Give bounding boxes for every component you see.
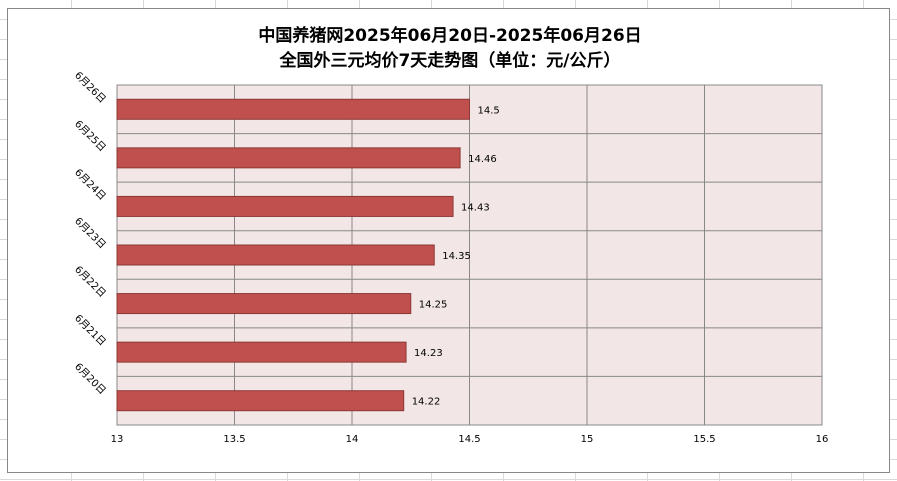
- value-label: 14.46: [468, 154, 497, 165]
- bar: [116, 390, 405, 412]
- value-label: 14.35: [442, 251, 471, 262]
- bar: [116, 195, 454, 217]
- chart-subtitle: 全国外三元均价7天走势图（单位：元/公斤）: [278, 50, 620, 71]
- value-label: 14.5: [478, 105, 500, 116]
- x-tick-label: 13.5: [223, 434, 245, 445]
- bar: [116, 341, 407, 363]
- x-tick-label: 13: [111, 434, 124, 445]
- chart-title: 中国养猪网2025年06月20日-2025年06月26日: [258, 25, 641, 46]
- x-tick-label: 15.5: [693, 434, 715, 445]
- x-tick-label: 14.5: [458, 434, 480, 445]
- x-tick-label: 16: [816, 434, 829, 445]
- value-label: 14.23: [414, 348, 443, 359]
- bar: [116, 293, 412, 315]
- bar: [116, 244, 435, 266]
- bar: [116, 98, 470, 120]
- value-label: 14.25: [419, 300, 448, 311]
- value-label: 14.22: [412, 397, 441, 408]
- x-tick-label: 15: [581, 434, 594, 445]
- value-label: 14.43: [461, 202, 490, 213]
- bar: [116, 147, 461, 169]
- x-tick-label: 14: [346, 434, 359, 445]
